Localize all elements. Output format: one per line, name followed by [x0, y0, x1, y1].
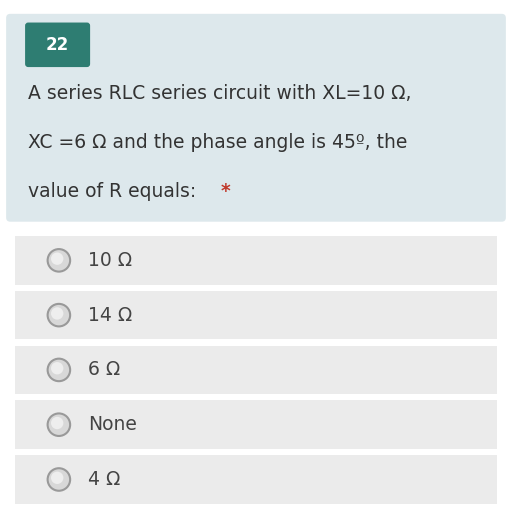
Circle shape [51, 417, 63, 429]
Text: *: * [220, 182, 230, 201]
Text: A series RLC series circuit with XL=10 Ω,: A series RLC series circuit with XL=10 Ω… [28, 84, 412, 103]
Circle shape [48, 468, 70, 490]
Circle shape [51, 362, 63, 374]
FancyBboxPatch shape [25, 23, 90, 67]
Text: 14 Ω: 14 Ω [88, 306, 132, 325]
Text: XC =6 Ω and the phase angle is 45º, the: XC =6 Ω and the phase angle is 45º, the [28, 133, 408, 152]
Text: 6 Ω: 6 Ω [88, 360, 120, 379]
FancyBboxPatch shape [6, 14, 506, 222]
Circle shape [48, 304, 70, 327]
Text: None: None [88, 415, 137, 434]
Text: value of R equals:: value of R equals: [28, 182, 202, 201]
Circle shape [48, 358, 70, 381]
Text: 10 Ω: 10 Ω [88, 251, 132, 270]
Circle shape [51, 472, 63, 484]
Circle shape [51, 252, 63, 265]
FancyBboxPatch shape [15, 346, 497, 394]
FancyBboxPatch shape [15, 291, 497, 339]
Circle shape [48, 249, 70, 271]
Circle shape [48, 414, 70, 436]
Text: 4 Ω: 4 Ω [88, 470, 120, 489]
FancyBboxPatch shape [15, 400, 497, 449]
FancyBboxPatch shape [15, 455, 497, 504]
Text: 22: 22 [46, 36, 69, 54]
FancyBboxPatch shape [15, 236, 497, 285]
Circle shape [51, 307, 63, 319]
